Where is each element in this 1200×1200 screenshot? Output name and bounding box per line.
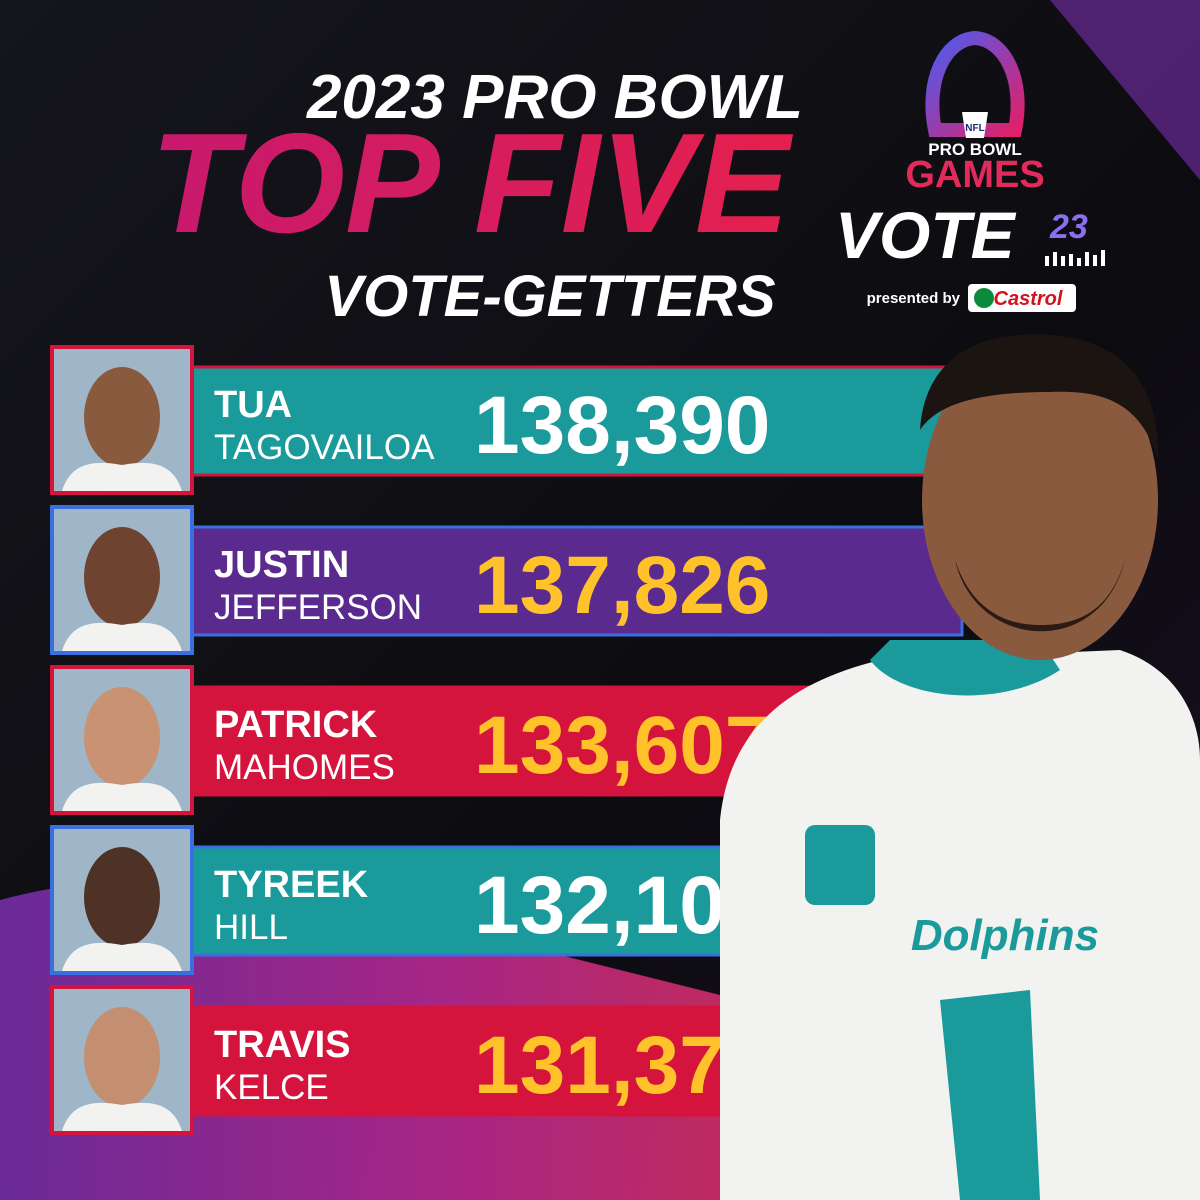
sponsor: Castrol: [994, 288, 1063, 310]
games: GAMES: [905, 154, 1044, 196]
last-name: KELCE: [214, 1068, 329, 1107]
kicker: 2023 PRO BOWL: [306, 63, 803, 132]
first-name: TYREEK: [214, 864, 369, 906]
featured-player-photo: Dolphins: [720, 334, 1200, 1200]
vote: VOTE: [835, 198, 1017, 272]
last-name: HILL: [214, 908, 288, 947]
corner-accent: [1050, 0, 1200, 180]
first-name: JUSTIN: [214, 544, 349, 586]
player-face: [84, 527, 160, 627]
vote-count: 138,390: [474, 380, 770, 471]
title: TOP FIVE: [150, 104, 793, 263]
first-name: PATRICK: [214, 704, 378, 746]
last-name: JEFFERSON: [214, 588, 422, 627]
year: 23: [1049, 208, 1088, 246]
player-jersey: [62, 942, 182, 971]
pro-bowl-logo: NFL PRO BOWL GAMES VOTE 23 presented by …: [835, 30, 1105, 312]
last-name: TAGOVAILOA: [214, 428, 435, 467]
vote-count: 137,826: [474, 540, 770, 631]
player-face: [84, 847, 160, 947]
svg-text:Dolphins: Dolphins: [911, 911, 1099, 960]
player-face: [84, 1007, 160, 1107]
player-jersey: [62, 622, 182, 651]
event: PRO BOWL: [928, 140, 1022, 159]
presented-by: presented by: [867, 290, 961, 307]
player-jersey: [62, 462, 182, 491]
player-jersey: [62, 1102, 182, 1131]
subtitle: VOTE-GETTERS: [324, 264, 775, 329]
vote-count: 133,607: [474, 700, 770, 791]
last-name: MAHOMES: [214, 748, 395, 787]
player-face: [84, 687, 160, 787]
first-name: TUA: [214, 384, 292, 426]
player-face: [84, 367, 160, 467]
first-name: TRAVIS: [214, 1024, 351, 1066]
vote-bar: [190, 365, 964, 477]
player-jersey: [62, 782, 182, 811]
league: NFL: [965, 123, 984, 134]
